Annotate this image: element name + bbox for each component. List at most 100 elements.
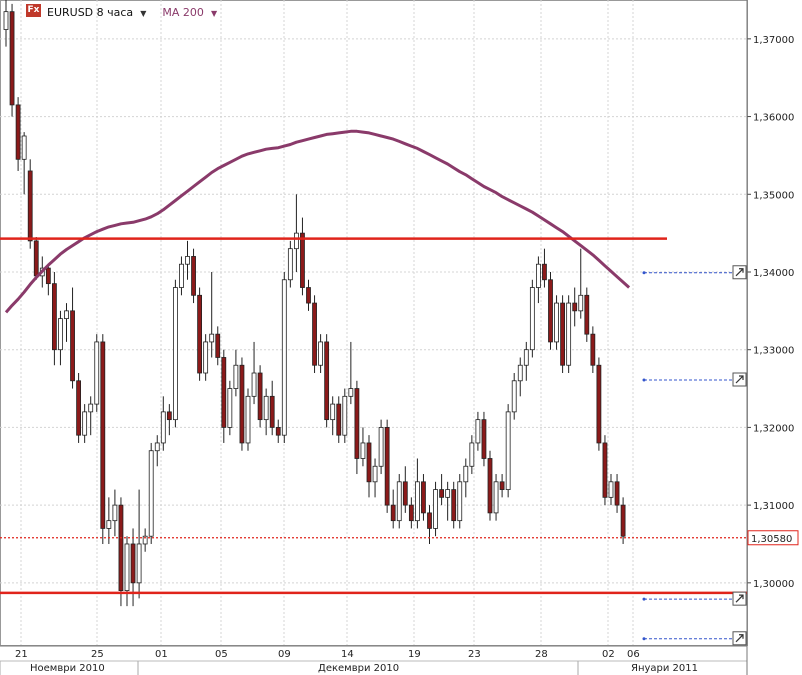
candle-body — [257, 372, 263, 421]
candle-body — [215, 333, 221, 358]
candle-body — [614, 481, 620, 506]
candle-body — [160, 411, 166, 444]
alert-line-anchor — [642, 271, 646, 275]
candle-body — [106, 520, 112, 529]
symbol-timeframe-selector[interactable]: EURUSD 8 часа ▼ — [47, 1, 146, 20]
x-tick-label: 05 — [215, 649, 228, 660]
candle-body — [3, 11, 9, 30]
candle-body — [390, 504, 396, 522]
candle-body — [312, 302, 317, 366]
candle-body — [203, 341, 209, 374]
y-tick-label: 1,33000 — [753, 346, 794, 357]
y-tick-label: 1,34000 — [753, 268, 794, 279]
candle-body — [209, 333, 215, 343]
candle-body — [88, 403, 94, 413]
candle-body — [245, 395, 251, 444]
candle-body — [529, 287, 535, 351]
candle-body — [130, 543, 136, 584]
candle-body — [421, 481, 426, 514]
candle-body — [330, 403, 336, 421]
candle-body — [608, 481, 614, 498]
candle-body — [499, 481, 505, 490]
alert-line-anchor — [642, 637, 646, 641]
alert-line-anchor — [642, 378, 646, 382]
candle-body — [148, 450, 154, 537]
candle-body — [64, 310, 69, 320]
candle-body — [481, 419, 487, 459]
candle-body — [33, 240, 39, 277]
candle-body — [396, 481, 402, 522]
candle-body — [457, 481, 463, 522]
candle-body — [21, 135, 27, 160]
month-label: Декември 2010 — [318, 663, 399, 674]
candle-body — [300, 232, 305, 288]
candle-body — [76, 380, 81, 436]
current-price-box — [747, 530, 799, 546]
candle-body — [596, 364, 602, 444]
y-tick-label: 1,31000 — [753, 501, 794, 512]
candle-body — [269, 395, 275, 428]
candle-body — [542, 263, 547, 281]
candle-body — [233, 364, 239, 389]
candle-body — [336, 403, 342, 436]
candle-body — [560, 302, 565, 366]
candle-body — [433, 489, 438, 529]
candle-body — [166, 411, 172, 421]
candle-body — [9, 11, 15, 106]
candle-body — [287, 248, 293, 281]
candle-body — [348, 388, 354, 397]
candle-body — [427, 512, 432, 529]
month-label: Ноември 2010 — [30, 663, 105, 674]
candle-body — [451, 489, 457, 522]
candle-body — [100, 341, 106, 529]
candle-body — [293, 232, 299, 250]
candle-body — [136, 543, 142, 584]
candle-body — [275, 427, 281, 436]
alert-line-anchor — [642, 597, 646, 601]
candle-body — [112, 504, 118, 522]
y-tick-label: 1,36000 — [753, 113, 794, 124]
candle-body — [124, 543, 130, 592]
chevron-down-icon: ▼ — [140, 8, 147, 18]
x-tick-label: 02 — [602, 649, 615, 660]
candle-body — [179, 263, 184, 288]
candle-body — [505, 411, 511, 490]
candle-body — [197, 294, 203, 374]
x-tick-label: 23 — [468, 649, 481, 660]
candle-body — [414, 481, 420, 522]
candle-body — [52, 283, 57, 351]
candle-body — [82, 411, 88, 436]
indicator-label: MA 200 — [162, 5, 204, 19]
candle-body — [227, 388, 233, 428]
candle-body — [378, 427, 384, 467]
candle-body — [578, 294, 584, 312]
candle-body — [118, 504, 124, 592]
month-label: Януари 2011 — [631, 663, 698, 674]
indicator-selector[interactable]: MA 200 ▼ — [152, 1, 217, 20]
candle-body — [27, 170, 33, 242]
candle-body — [281, 279, 287, 436]
candle-body — [251, 372, 257, 397]
candle-body — [566, 302, 572, 366]
candle-body — [620, 504, 626, 537]
chart-toolbar: Fx EURUSD 8 часа ▼ MA 200 ▼ — [0, 0, 217, 20]
candle-body — [590, 333, 596, 366]
candle-body — [360, 442, 366, 459]
x-tick-label: 19 — [408, 649, 421, 660]
candle-body — [445, 489, 451, 498]
candle-body — [15, 104, 21, 160]
candle-body — [45, 267, 51, 285]
candle-body — [487, 458, 493, 514]
candle-body — [306, 287, 311, 304]
symbol-timeframe-label: EURUSD 8 часа — [47, 5, 134, 19]
candle-body — [475, 419, 481, 444]
candle-body — [536, 263, 541, 288]
y-tick-label: 1,37000 — [753, 35, 794, 46]
candle-body — [511, 380, 517, 413]
candle-body — [366, 442, 372, 483]
candle-body — [318, 341, 324, 366]
y-tick-label: 1,32000 — [753, 423, 794, 434]
candle-body — [221, 357, 227, 428]
